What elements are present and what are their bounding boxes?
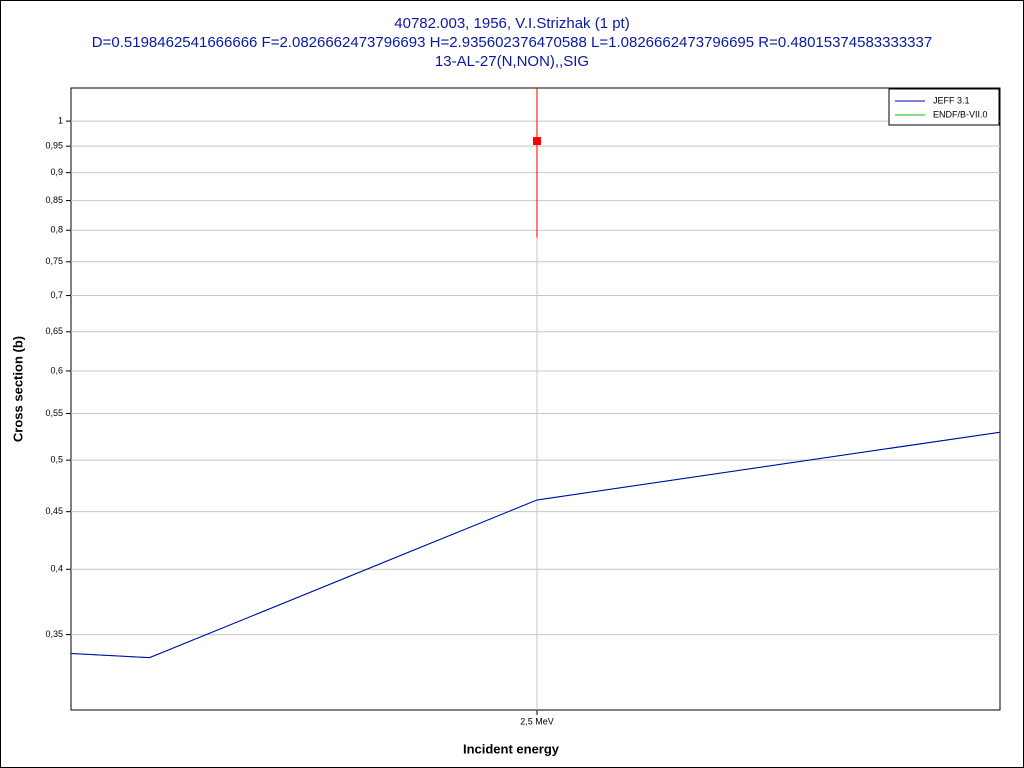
- legend-label: JEFF 3.1: [933, 95, 970, 105]
- legend-box: [888, 88, 1000, 126]
- legend: JEFF 3.1 ENDF/B-VII.0: [888, 88, 1000, 126]
- plot-area: [70, 87, 1001, 711]
- subtitle: D=0.5198462541666666 F=2.082666247379669…: [92, 34, 932, 51]
- y-tick-label: 0,65: [45, 326, 63, 336]
- y-tick-label: 0,45: [45, 506, 63, 516]
- x-axis-label: Incident energy: [463, 741, 560, 756]
- x-tick-label: 2,5 MeV: [520, 716, 554, 726]
- subtitle: 13-AL-27(N,NON),,SIG: [435, 53, 589, 70]
- y-tick-label: 0,5: [50, 455, 63, 465]
- series-line: [71, 431, 1000, 659]
- data-point: [532, 137, 541, 146]
- y-tick-label: 1: [58, 115, 63, 125]
- y-tick-label: 0,55: [45, 408, 63, 418]
- y-tick-label: 0,4: [50, 564, 63, 574]
- y-tick-label: 0,85: [45, 195, 63, 205]
- y-tick-label: 0,95: [45, 141, 63, 151]
- plot: [71, 88, 1000, 659]
- y-axis-label: Cross section (b): [10, 336, 25, 442]
- y-tick-label: 0,9: [50, 167, 63, 177]
- y-tick-label: 0,7: [50, 290, 63, 300]
- y-tick-label: 0,8: [50, 225, 63, 235]
- legend-label: ENDF/B-VII.0: [933, 109, 988, 119]
- title: 40782.003, 1956, V.I.Strizhak (1 pt): [394, 15, 629, 32]
- y-tick-label: 0,35: [45, 629, 63, 639]
- y-tick-label: 0,75: [45, 256, 63, 266]
- y-tick-label: 0,6: [50, 365, 63, 375]
